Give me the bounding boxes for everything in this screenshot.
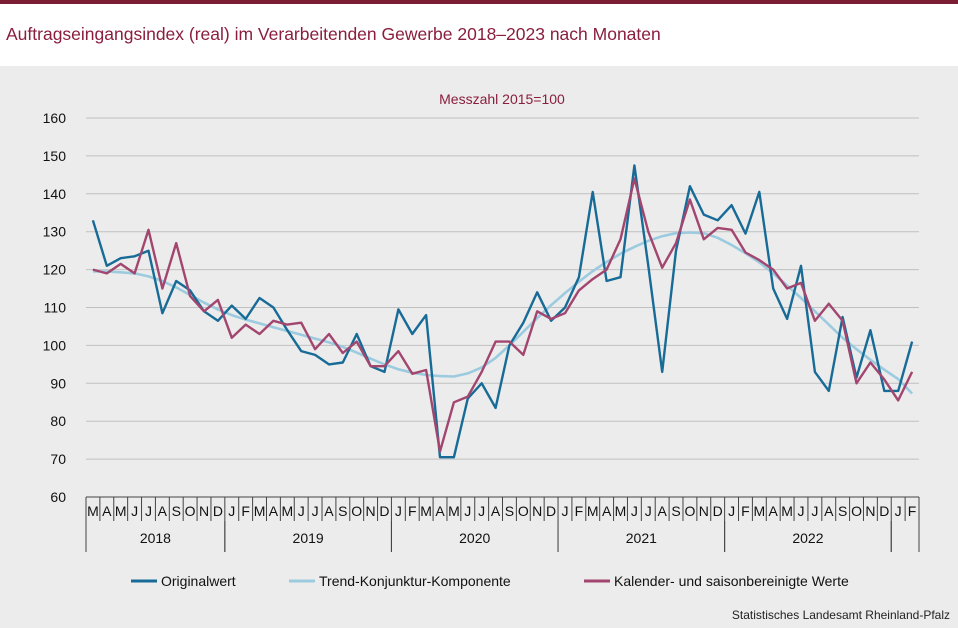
source-credit: Statistisches Landesamt Rheinland-Pfalz — [731, 608, 950, 622]
y-tick-label: 120 — [43, 262, 67, 278]
x-tick-label: N — [532, 503, 542, 519]
x-tick-label: J — [645, 503, 652, 519]
x-tick-label: J — [145, 503, 152, 519]
x-tick-label: J — [131, 503, 138, 519]
x-tick-label: F — [908, 503, 917, 519]
x-tick-label: A — [602, 503, 612, 519]
x-tick-label: D — [879, 503, 889, 519]
x-tick-label: J — [728, 503, 735, 519]
x-tick-label: O — [851, 503, 862, 519]
x-tick-label: J — [312, 503, 319, 519]
y-tick-label: 90 — [50, 375, 66, 391]
y-tick-label: 100 — [43, 337, 67, 353]
y-tick-label: 110 — [44, 300, 67, 316]
series-lines — [91, 164, 914, 459]
x-tick-label: J — [464, 503, 471, 519]
x-tick-label: J — [395, 503, 402, 519]
x-tick-label: F — [575, 503, 584, 519]
x-tick-label: M — [615, 503, 627, 519]
grid-lines — [86, 117, 919, 498]
page-header: Auftragseingangsindex (real) im Verarbei… — [0, 4, 958, 66]
x-tick-label: D — [379, 503, 389, 519]
x-tick-label: O — [185, 503, 196, 519]
series-line-adjusted — [92, 177, 914, 453]
x-tick-label: A — [824, 503, 834, 519]
x-tick-label: J — [298, 503, 305, 519]
line-chart: Messzahl 2015=100 60 70 80 90 100 110 120 130 14… — [43, 91, 920, 589]
x-tick-label: S — [505, 503, 514, 519]
chart-subtitle: Messzahl 2015=100 — [439, 91, 565, 107]
x-tick-label: J — [811, 503, 818, 519]
year-label: 2021 — [626, 530, 657, 546]
y-tick-label: 140 — [43, 186, 67, 202]
top-accent-bar — [0, 0, 958, 4]
x-tick-label: S — [671, 503, 680, 519]
x-tick-label: A — [657, 503, 667, 519]
x-tick-label: N — [699, 503, 709, 519]
x-tick-label: O — [684, 503, 695, 519]
x-tick-label: N — [865, 503, 875, 519]
legend-label-original: Originalwert — [161, 573, 236, 589]
year-label: 2018 — [140, 530, 171, 546]
x-tick-label: M — [87, 503, 99, 519]
x-tick-label: J — [228, 503, 235, 519]
x-tick-label: A — [324, 503, 334, 519]
x-tick-label: M — [754, 503, 766, 519]
x-tick-label: A — [435, 503, 445, 519]
x-tick-label: A — [102, 503, 112, 519]
year-label: 2020 — [459, 530, 490, 546]
x-tick-label: J — [561, 503, 568, 519]
y-tick-label: 150 — [43, 148, 67, 164]
x-tick-label: M — [781, 503, 793, 519]
year-label: 2019 — [293, 530, 324, 546]
x-tick-label: F — [241, 503, 250, 519]
x-tick-label: M — [448, 503, 460, 519]
y-tick-label: 80 — [50, 413, 66, 429]
x-tick-label: D — [213, 503, 223, 519]
x-tick-label: D — [713, 503, 723, 519]
x-tick-label: S — [172, 503, 181, 519]
x-tick-label: M — [420, 503, 432, 519]
x-tick-label: J — [631, 503, 638, 519]
y-tick-label: 60 — [50, 489, 66, 505]
x-tick-label: O — [518, 503, 529, 519]
x-tick-label: M — [281, 503, 293, 519]
x-tick-label: S — [838, 503, 847, 519]
y-tick-label: 130 — [43, 224, 67, 240]
x-tick-label: A — [769, 503, 779, 519]
legend-label-trend: Trend-Konjunktur-Komponente — [319, 573, 511, 589]
x-tick-label: M — [587, 503, 599, 519]
x-tick-label: A — [269, 503, 279, 519]
y-axis: 60 70 80 90 100 110 120 130 140 150 160 — [43, 110, 67, 505]
x-tick-label: J — [895, 503, 902, 519]
x-tick-label: M — [115, 503, 127, 519]
x-tick-label: O — [351, 503, 362, 519]
x-tick-label: J — [478, 503, 485, 519]
x-tick-label: A — [158, 503, 168, 519]
x-tick-label: J — [797, 503, 804, 519]
series-line-trend — [92, 231, 914, 395]
x-tick-label: F — [741, 503, 750, 519]
x-tick-label: M — [254, 503, 266, 519]
x-tick-label: A — [491, 503, 501, 519]
page-title: Auftragseingangsindex (real) im Verarbei… — [6, 24, 661, 44]
x-tick-label: N — [366, 503, 376, 519]
legend: Originalwert Trend-Konjunktur-Komponente K… — [131, 573, 849, 589]
y-tick-label: 160 — [43, 110, 67, 126]
x-tick-label: N — [199, 503, 209, 519]
x-tick-label: D — [546, 503, 556, 519]
y-tick-label: 70 — [50, 451, 66, 467]
year-label: 2022 — [792, 530, 823, 546]
series-line-original — [91, 164, 914, 459]
x-tick-label: S — [338, 503, 347, 519]
legend-label-adjusted: Kalender- und saisonbereinigte Werte — [614, 573, 849, 589]
x-tick-label: F — [408, 503, 417, 519]
